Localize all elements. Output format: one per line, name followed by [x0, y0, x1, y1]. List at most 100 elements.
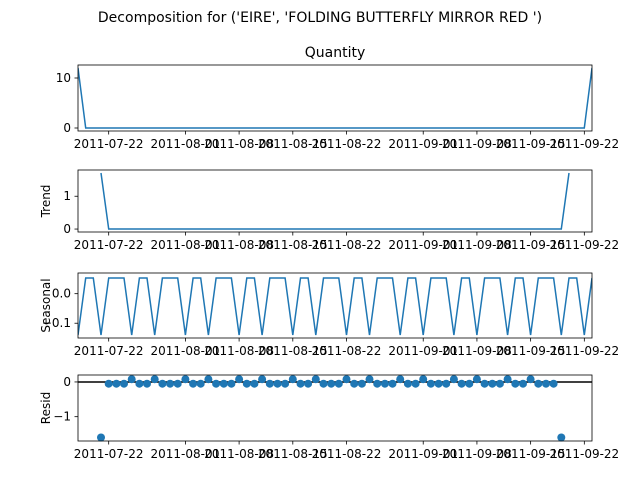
resid-point [365, 375, 374, 384]
x-tick-label: 2011-09-15 [496, 447, 566, 461]
resid-point [173, 379, 182, 388]
resid-point [219, 379, 228, 388]
resid-point [495, 379, 504, 388]
y-tick-label: 0 [63, 222, 71, 236]
resid-point [112, 379, 121, 388]
y-tick-label: 10 [56, 71, 71, 85]
x-tick-label: 2011-09-22 [549, 137, 619, 151]
resid-point [480, 379, 489, 388]
x-tick-label: 2011-09-22 [549, 447, 619, 461]
x-tick-label: 2011-08-08 [204, 344, 274, 358]
y-tick-label: −0.1 [42, 316, 71, 330]
x-tick-label: 2011-08-08 [204, 137, 274, 151]
resid-point [150, 375, 159, 384]
series-line [78, 277, 592, 336]
resid-point [143, 379, 151, 388]
x-tick-label: 2011-07-22 [74, 447, 144, 461]
resid-point [120, 379, 128, 388]
resid-point [350, 379, 359, 388]
resid-point [419, 375, 428, 384]
resid-point [373, 379, 382, 388]
resid-point [488, 379, 497, 388]
x-tick-label: 2011-08-15 [258, 137, 328, 151]
resid-point [158, 379, 167, 388]
panel-title: Quantity [305, 45, 366, 61]
x-tick-label: 2011-08-08 [204, 238, 274, 252]
x-tick-label: 2011-09-15 [496, 137, 566, 151]
y-tick-label: 0 [63, 375, 71, 389]
resid-point [434, 379, 443, 388]
resid-point [265, 379, 274, 388]
x-tick-label: 2011-08-01 [151, 344, 221, 358]
resid-point [127, 375, 136, 384]
x-tick-label: 2011-08-22 [312, 137, 382, 151]
resid-point [511, 379, 520, 388]
resid-point [411, 379, 420, 388]
x-tick-label: 2011-08-22 [312, 344, 382, 358]
resid-point [449, 375, 458, 384]
resid-point [135, 379, 144, 388]
x-tick-label: 2011-08-08 [204, 447, 274, 461]
resid-point [204, 375, 213, 384]
resid-point [273, 379, 282, 388]
resid-point [327, 379, 336, 388]
resid-point [534, 379, 543, 388]
resid-point [288, 375, 297, 384]
resid-point [526, 375, 535, 384]
x-tick-label: 2011-07-22 [74, 137, 144, 151]
panel-frame [77, 169, 593, 233]
x-tick-label: 2011-07-22 [74, 344, 144, 358]
x-tick-label: 2011-08-15 [258, 344, 328, 358]
y-tick-label: −1 [53, 410, 71, 424]
resid-point [196, 379, 205, 388]
resid-point [227, 379, 236, 388]
resid-point [465, 379, 474, 388]
x-tick-label: 2011-09-08 [442, 137, 512, 151]
x-tick-label: 2011-09-01 [388, 137, 458, 151]
resid-point [442, 379, 451, 388]
resid-point [342, 375, 351, 384]
resid-point [457, 379, 466, 388]
resid-point [472, 375, 481, 384]
resid-point [557, 433, 566, 442]
resid-point [519, 379, 527, 388]
x-tick-label: 2011-09-08 [442, 344, 512, 358]
x-tick-label: 2011-09-15 [496, 238, 566, 252]
resid-point [357, 379, 366, 388]
x-tick-label: 2011-09-22 [549, 238, 619, 252]
panel-3: −1 0 2011-07-22 2011-08-012011-08-082011-08… [39, 374, 619, 461]
x-tick-label: 2011-09-15 [496, 344, 566, 358]
resid-point [542, 379, 550, 388]
x-tick-label: 2011-08-01 [151, 447, 221, 461]
y-tick-label: 0 [63, 121, 71, 135]
resid-point [296, 379, 305, 388]
y-axis-label: Resid [39, 392, 53, 424]
x-tick-label: 2011-09-01 [388, 344, 458, 358]
resid-point [189, 379, 198, 388]
figure-suptitle: Decomposition for ('EIRE', 'FOLDING BUTT… [98, 10, 542, 26]
resid-point [396, 375, 405, 384]
resid-point [104, 379, 113, 388]
y-tick-label: 0.0 [52, 287, 71, 301]
resid-point [242, 379, 251, 388]
resid-point [334, 379, 343, 388]
x-tick-label: 2011-07-22 [74, 238, 144, 252]
y-axis-label: Trend [39, 185, 53, 219]
resid-point [166, 379, 175, 388]
x-tick-label: 2011-08-01 [151, 238, 221, 252]
resid-point [319, 379, 328, 388]
x-tick-label: 2011-08-01 [151, 137, 221, 151]
panel-frame [77, 374, 593, 442]
resid-point [304, 379, 313, 388]
resid-point [181, 375, 190, 384]
panel-frame [77, 272, 593, 339]
y-tick-label: 1 [63, 189, 71, 203]
resid-point [281, 379, 290, 388]
resid-point [388, 379, 397, 388]
x-tick-label: 2011-08-15 [258, 447, 328, 461]
resid-point [549, 379, 558, 388]
y-axis-label: Seasonal [39, 278, 53, 332]
